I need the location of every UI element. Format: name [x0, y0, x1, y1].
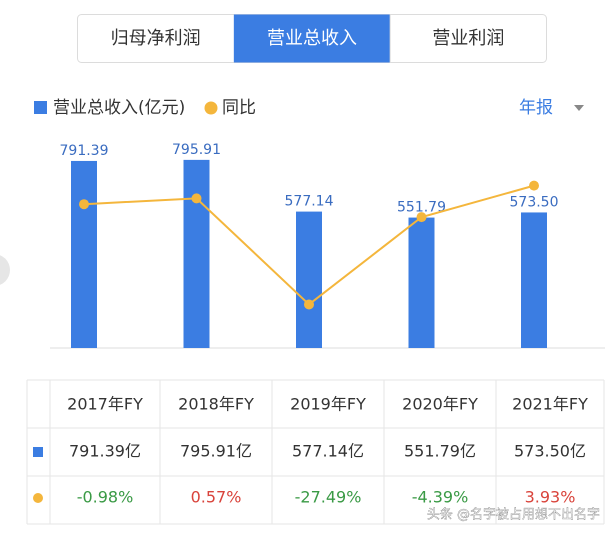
table-cell: -27.49% — [295, 488, 362, 507]
line-point — [304, 299, 314, 310]
legend-label: 同比 — [222, 98, 256, 118]
legend-swatch — [204, 101, 218, 115]
tab[interactable]: 营业总收入 — [267, 28, 357, 49]
side-handle — [0, 255, 10, 285]
watermark: 头条 @名字被占用想不出名字 — [427, 507, 600, 523]
legend-swatch — [34, 101, 47, 114]
period-selector[interactable]: 年报 — [519, 98, 553, 118]
bar-value-label: 573.50 — [510, 194, 559, 210]
table-cell: 0.57% — [191, 488, 242, 507]
bar-value-label: 795.91 — [172, 142, 221, 158]
dropdown-arrow[interactable] — [574, 105, 584, 111]
bar — [408, 217, 435, 348]
tab-active-bg — [233, 14, 391, 63]
table-cell: 577.14亿 — [292, 442, 364, 461]
table-cell: 791.39亿 — [69, 442, 141, 461]
tab[interactable]: 营业利润 — [432, 28, 504, 49]
line-point — [529, 180, 539, 191]
bar — [296, 211, 322, 348]
bar-value-label: 551.79 — [397, 200, 446, 216]
table-cell: -4.39% — [412, 488, 469, 507]
table-header: 2019年FY — [290, 395, 366, 414]
table-cell: -0.98% — [77, 488, 134, 507]
table-header: 2017年FY — [67, 395, 143, 414]
table-cell: 795.91亿 — [180, 442, 252, 461]
line-point — [416, 212, 427, 223]
bar — [183, 159, 210, 348]
table-header: 2021年FY — [512, 395, 588, 414]
legend-label: 营业总收入(亿元) — [53, 98, 185, 118]
row-icon — [33, 493, 43, 503]
bar-value-label: 577.14 — [285, 194, 334, 210]
bar — [521, 212, 547, 348]
bar-value-label: 791.39 — [60, 143, 109, 159]
line-point — [79, 199, 89, 210]
table-header: 2020年FY — [402, 395, 478, 414]
table-cell: 3.93% — [525, 488, 576, 507]
row-icon — [33, 447, 43, 457]
table-cell: 551.79亿 — [404, 442, 476, 461]
table-cell: 573.50亿 — [514, 442, 586, 461]
table-header: 2018年FY — [178, 395, 254, 414]
bar — [71, 160, 97, 348]
line-point — [191, 193, 202, 204]
tab[interactable]: 归母净利润 — [111, 28, 201, 49]
